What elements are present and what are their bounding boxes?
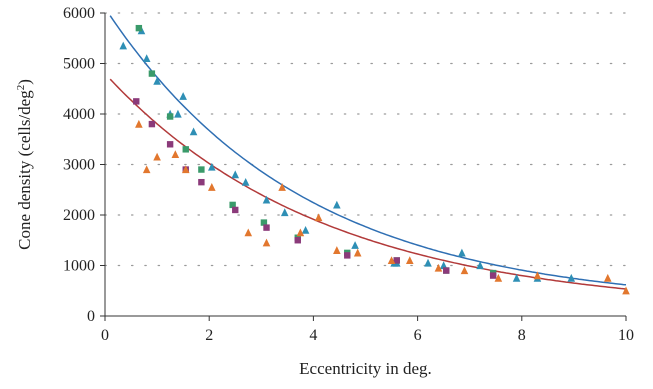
square-point <box>263 224 270 231</box>
triangle-point <box>333 200 341 209</box>
triangle-point <box>153 76 161 85</box>
square-point <box>344 252 351 259</box>
triangle-point <box>208 162 216 171</box>
y-tick-label: 4000 <box>63 106 95 123</box>
x-tick-label: 6 <box>414 327 422 344</box>
square-point <box>260 219 268 226</box>
triangle-point <box>424 258 432 267</box>
triangle-point <box>405 256 414 265</box>
triangle-point <box>135 119 143 128</box>
y-axis-title-main: Cone density (cells/deg <box>15 90 34 250</box>
square-point <box>489 272 497 279</box>
triangle-point <box>280 208 289 217</box>
x-axis-title: Eccentricity in deg. <box>299 359 432 378</box>
square-point <box>135 24 143 32</box>
triangle-point <box>460 266 469 275</box>
triangle-point <box>231 170 240 179</box>
x-tick-label: 4 <box>309 327 317 344</box>
triangle-point <box>119 41 128 50</box>
triangle-point <box>567 273 576 282</box>
triangle-point <box>314 213 323 222</box>
square-point <box>294 237 301 244</box>
fit-curve-1 <box>109 15 627 286</box>
triangle-point <box>494 273 503 282</box>
tick-labels: 0 1000 2000 3000 4000 5000 6000 0 2 4 6 8 10 <box>63 5 634 344</box>
triangle-point <box>333 246 341 254</box>
triangle-point <box>208 183 216 191</box>
triangle-point <box>353 248 362 257</box>
y-tick-label: 6000 <box>63 5 95 22</box>
triangle-point <box>439 261 448 270</box>
axes <box>100 12 627 321</box>
square-point <box>133 98 140 105</box>
triangle-point <box>153 152 161 161</box>
square-point <box>393 257 400 264</box>
square-point <box>198 178 205 186</box>
square-point <box>166 113 174 120</box>
square-point <box>229 201 236 209</box>
square-point <box>443 267 450 274</box>
triangle-point <box>262 238 271 247</box>
triangle-point <box>241 177 250 186</box>
triangle-point <box>278 183 286 191</box>
x-tick-label: 0 <box>101 327 109 344</box>
square-point <box>198 166 205 173</box>
triangle-point <box>512 273 521 282</box>
triangle-point <box>622 286 630 295</box>
y-axis-title: Cone density (cells/deg2) <box>15 79 34 250</box>
triangle-point <box>142 165 151 174</box>
triangle-point <box>301 225 310 234</box>
square-point <box>182 146 189 153</box>
y-tick-label: 0 <box>87 308 95 325</box>
triangle-point <box>458 248 466 257</box>
data-points <box>119 24 630 295</box>
y-tick-label: 5000 <box>63 56 95 73</box>
square-point <box>148 70 156 77</box>
x-tick-label: 8 <box>518 327 526 344</box>
square-point <box>166 141 174 148</box>
triangle-point <box>142 54 151 63</box>
y-tick-label: 2000 <box>63 207 95 224</box>
triangle-point <box>262 195 271 204</box>
x-tick-label: 10 <box>618 327 634 344</box>
x-tick-label: 2 <box>205 327 213 344</box>
triangle-point <box>476 261 484 270</box>
square-point <box>148 120 156 128</box>
triangle-point <box>189 127 198 136</box>
y-tick-label: 1000 <box>63 258 95 275</box>
square-point <box>232 206 239 214</box>
triangle-point <box>244 228 253 237</box>
triangle-point <box>181 165 190 174</box>
triangle-point <box>351 241 359 249</box>
triangle-point <box>603 273 612 282</box>
triangle-point <box>387 256 396 265</box>
y-axis-title-superscript: 2 <box>15 85 27 91</box>
triangle-point <box>171 150 180 158</box>
y-tick-label: 3000 <box>63 157 95 174</box>
triangle-point <box>296 228 305 237</box>
y-axis-title-close: ) <box>15 79 34 85</box>
triangle-point <box>533 271 542 280</box>
triangle-point <box>174 109 182 118</box>
grid-lines <box>104 12 627 267</box>
triangle-point <box>434 263 443 272</box>
triangle-point <box>179 92 187 100</box>
